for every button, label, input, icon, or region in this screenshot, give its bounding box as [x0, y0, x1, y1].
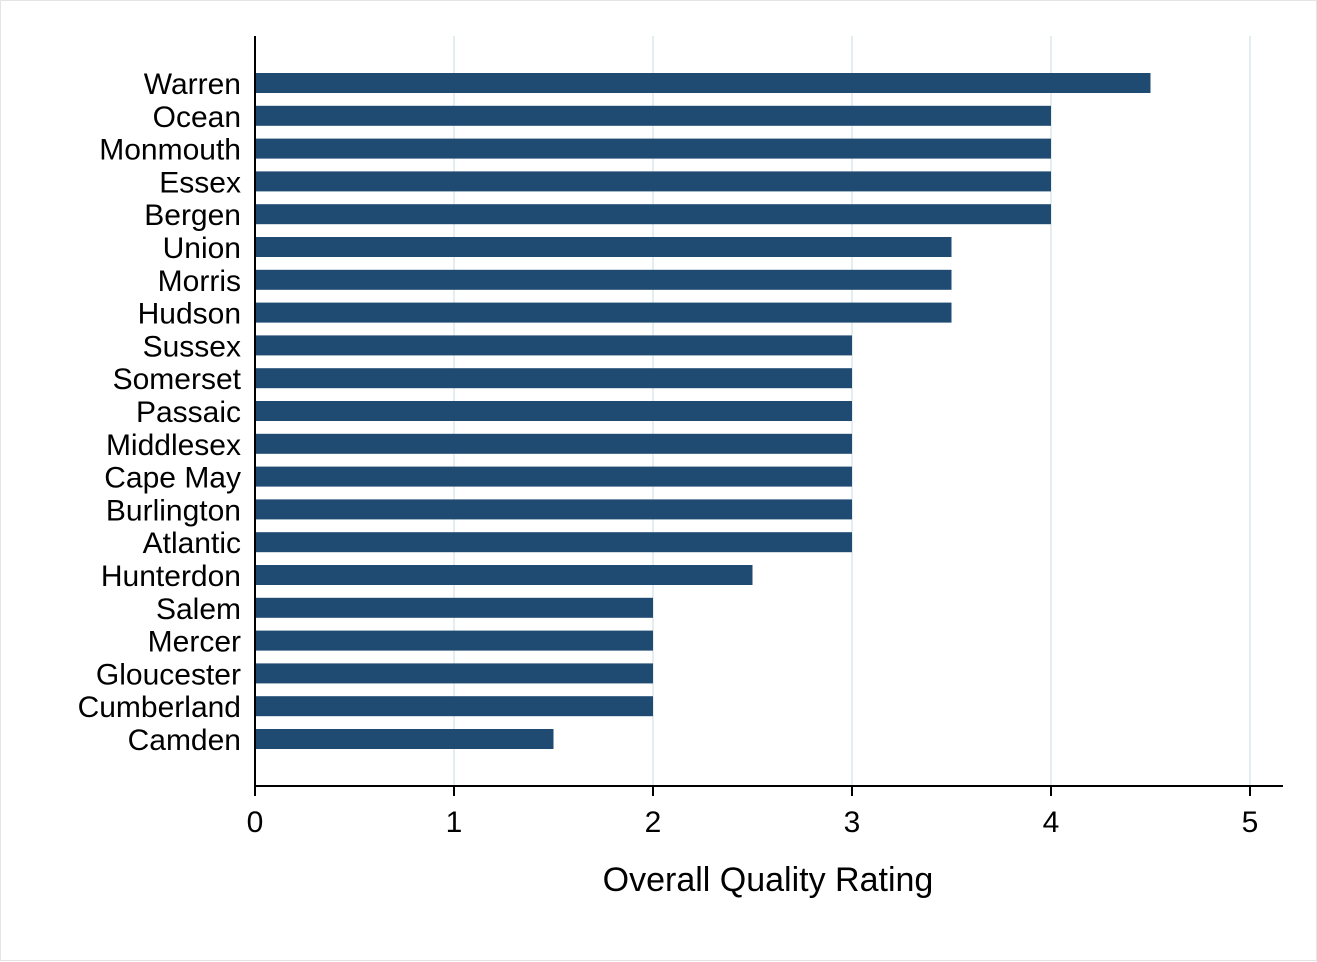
- bar-camden: [255, 729, 554, 749]
- bar-middlesex: [255, 433, 852, 454]
- category-label-monmouth: Monmouth: [99, 134, 241, 167]
- bar-burlington: [255, 499, 852, 520]
- x-axis-title: Overall Quality Rating: [603, 861, 934, 899]
- category-label-union: Union: [163, 232, 241, 265]
- category-label-camden: Camden: [128, 724, 241, 757]
- category-label-mercer: Mercer: [148, 626, 241, 659]
- category-labels: WarrenOceanMonmouthEssexBergenUnionMorri…: [78, 68, 242, 757]
- bars: [255, 73, 1151, 749]
- bar-passaic: [255, 401, 852, 421]
- bar-morris: [255, 269, 952, 290]
- x-ticks: 0 1 2 3 4 5: [247, 786, 1259, 839]
- category-label-gloucester: Gloucester: [96, 658, 241, 691]
- category-label-sussex: Sussex: [143, 330, 241, 363]
- category-label-burlington: Burlington: [106, 494, 241, 527]
- category-label-salem: Salem: [156, 593, 241, 626]
- category-label-cumberland: Cumberland: [78, 691, 241, 724]
- bar-gloucester: [255, 663, 653, 684]
- bar-ocean: [255, 105, 1051, 126]
- bar-mercer: [255, 630, 653, 651]
- category-label-somerset: Somerset: [113, 363, 242, 396]
- bar-hunterdon: [255, 565, 753, 585]
- x-tick-label-2: 2: [645, 806, 662, 839]
- x-tick-label-3: 3: [844, 806, 861, 839]
- bar-warren: [255, 73, 1151, 93]
- bar-cumberland: [255, 696, 653, 717]
- category-label-atlantic: Atlantic: [143, 527, 241, 560]
- category-label-hunterdon: Hunterdon: [101, 560, 241, 593]
- x-tick-label-4: 4: [1043, 806, 1060, 839]
- category-label-cape-may: Cape May: [104, 462, 241, 495]
- category-label-middlesex: Middlesex: [106, 429, 241, 462]
- category-label-hudson: Hudson: [138, 298, 241, 331]
- category-label-ocean: Ocean: [153, 101, 241, 134]
- bar-cape-may: [255, 466, 852, 487]
- category-label-warren: Warren: [144, 68, 241, 101]
- category-label-morris: Morris: [158, 265, 241, 298]
- bar-hudson: [255, 302, 952, 323]
- bar-sussex: [255, 335, 852, 356]
- bar-union: [255, 237, 952, 257]
- category-label-bergen: Bergen: [144, 199, 241, 232]
- category-label-passaic: Passaic: [136, 396, 241, 429]
- bar-atlantic: [255, 532, 852, 553]
- x-tick-label-5: 5: [1242, 806, 1259, 839]
- category-label-essex: Essex: [159, 166, 241, 199]
- axes: [254, 36, 1283, 787]
- x-tick-label-1: 1: [446, 806, 463, 839]
- bar-salem: [255, 597, 653, 618]
- bar-somerset: [255, 368, 852, 389]
- x-tick-label-0: 0: [247, 806, 264, 839]
- bar-essex: [255, 171, 1051, 192]
- bar-monmouth: [255, 138, 1051, 159]
- bar-bergen: [255, 204, 1051, 225]
